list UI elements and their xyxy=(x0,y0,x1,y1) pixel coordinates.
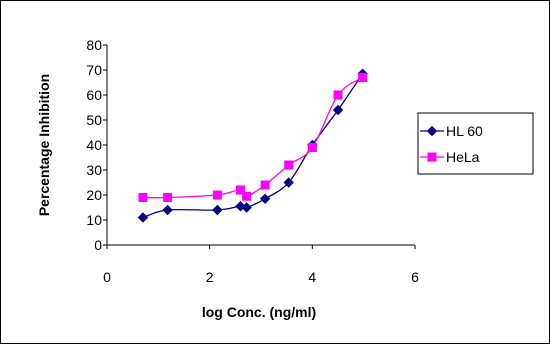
data-point xyxy=(333,90,343,100)
data-point xyxy=(212,190,222,200)
x-tick-label: 0 xyxy=(103,269,111,285)
y-tick-label: 40 xyxy=(86,137,102,153)
y-tick-label: 50 xyxy=(86,112,102,128)
y-tick-label: 0 xyxy=(94,237,102,253)
series-hela xyxy=(138,73,368,202)
x-tick-label: 2 xyxy=(206,269,214,285)
y-tick-label: 70 xyxy=(86,62,102,78)
y-axis-title: Percentage Inhibition xyxy=(36,74,52,216)
y-tick-label: 20 xyxy=(86,187,102,203)
legend: HL 60 HeLa xyxy=(417,112,534,175)
data-point xyxy=(162,204,173,216)
legend-marker xyxy=(427,152,437,162)
data-point xyxy=(163,193,173,202)
data-point xyxy=(283,177,294,188)
legend-label: HL 60 xyxy=(446,123,483,139)
data-point xyxy=(284,160,294,170)
legend-marker xyxy=(426,125,438,137)
legend-label: HeLa xyxy=(446,149,480,165)
series-line xyxy=(142,76,364,199)
data-point xyxy=(235,185,245,195)
data-point xyxy=(242,191,252,201)
x-axis-title: log Conc. (ng/ml) xyxy=(202,304,316,320)
data-point xyxy=(212,204,223,216)
legend-box xyxy=(417,112,534,175)
data-point xyxy=(260,180,270,190)
data-point xyxy=(332,104,344,116)
data-point xyxy=(307,143,317,152)
x-tick-label: 6 xyxy=(411,269,419,285)
y-tick-label: 60 xyxy=(86,87,102,103)
data-point xyxy=(138,193,148,202)
data-point xyxy=(137,212,149,223)
x-tick-label: 4 xyxy=(308,269,316,285)
y-tick-label: 30 xyxy=(86,162,102,178)
data-point xyxy=(241,202,252,213)
series-line xyxy=(142,73,364,219)
y-tick-label: 80 xyxy=(86,37,102,53)
data-point xyxy=(259,193,271,204)
y-tick-label: 10 xyxy=(86,212,102,228)
data-point xyxy=(358,73,368,82)
series-hl60 xyxy=(137,68,368,223)
